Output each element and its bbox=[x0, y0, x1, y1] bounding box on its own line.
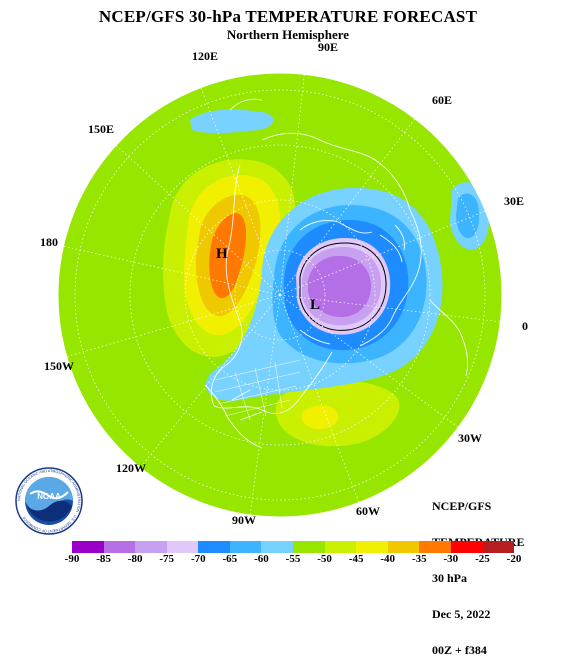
colorbar-tick-label: -20 bbox=[506, 553, 522, 565]
colorbar-tick-label: -55 bbox=[285, 553, 301, 565]
lon-label-150w: 150W bbox=[44, 359, 74, 373]
cold-patch-north bbox=[190, 109, 274, 134]
colorbar-segment bbox=[103, 541, 136, 553]
colorbar-ticks: -90 -85 -80 -75 -70 -65 -60 -55 -50 -45 -40 -35 -30 -… bbox=[62, 553, 522, 567]
colorbar-tick-label: -85 bbox=[96, 553, 111, 565]
colorbar-tick-label: -45 bbox=[348, 553, 364, 565]
lon-label-150e: 150E bbox=[88, 122, 114, 136]
map-subtitle: Northern Hemisphere bbox=[226, 27, 350, 42]
colorbar-tick-label: -60 bbox=[254, 553, 269, 565]
colorbar-tick-label: -65 bbox=[222, 553, 238, 565]
low-center-label: L bbox=[310, 297, 320, 313]
colorbar-tick-label: -25 bbox=[475, 553, 490, 565]
na-grid bbox=[214, 359, 301, 421]
high-center-label: H bbox=[216, 246, 228, 262]
polar-temperature-map: H L 90E 120E 60E 150E 30E 180 0 150W 30W… bbox=[40, 40, 528, 527]
hemisphere-boundary bbox=[57, 72, 503, 518]
lon-label-30e: 30E bbox=[504, 194, 524, 208]
cold-patch-east-inner bbox=[456, 193, 480, 239]
temperature-field bbox=[58, 73, 502, 517]
lon-label-30w: 30W bbox=[458, 431, 482, 445]
colorbar-tick-label: -30 bbox=[443, 553, 459, 565]
noaa-logo-text: NOAA bbox=[37, 492, 61, 501]
colorbar-segment bbox=[229, 541, 262, 553]
warm-region-35 bbox=[209, 213, 247, 299]
colorbar-segment bbox=[198, 541, 230, 553]
temperature-colorbar bbox=[72, 541, 515, 553]
lon-label-90w: 90W bbox=[232, 513, 256, 527]
colorbar-segment bbox=[450, 541, 483, 553]
colorbar-segment bbox=[293, 541, 325, 553]
colorbar-segment bbox=[356, 541, 388, 553]
info-line-date: Dec 5, 2022 bbox=[432, 607, 491, 621]
warm-region-atlantic bbox=[275, 380, 400, 447]
vortex-85 bbox=[308, 255, 371, 318]
lon-label-180: 180 bbox=[40, 235, 58, 249]
lon-label-120e: 120E bbox=[192, 49, 218, 63]
map-title: NCEP/GFS 30-hPa TEMPERATURE FORECAST bbox=[98, 7, 478, 26]
lon-label-60w: 60W bbox=[356, 504, 380, 518]
forecast-info: NCEP/GFS TEMPERATURE 30 hPa Dec 5, 2022 … bbox=[432, 476, 524, 668]
lon-label-60e: 60E bbox=[432, 93, 452, 107]
colorbar-tick-label: -50 bbox=[317, 553, 332, 565]
info-line-level: 30 hPa bbox=[432, 571, 468, 585]
colorbar-segment bbox=[387, 541, 420, 553]
info-line-model: NCEP/GFS bbox=[432, 499, 492, 513]
colorbar-segment bbox=[324, 541, 357, 553]
colorbar-segment bbox=[166, 541, 199, 553]
colorbar-tick-label: -70 bbox=[190, 553, 206, 565]
graticule bbox=[58, 73, 502, 516]
lon-label-90e: 90E bbox=[318, 40, 338, 54]
noaa-logo: NOAA NATIONAL OCEANIC AND ATMOSPHERIC AD… bbox=[15, 467, 83, 535]
colorbar-tick-label: -75 bbox=[159, 553, 175, 565]
colorbar-segment bbox=[419, 541, 451, 553]
colorbar-tick-label: -40 bbox=[380, 553, 396, 565]
colorbar-tick-label: -80 bbox=[127, 553, 143, 565]
colorbar-tick-label: -35 bbox=[411, 553, 427, 565]
colorbar-segment bbox=[482, 541, 515, 553]
colorbar-segment bbox=[261, 541, 294, 553]
lon-label-0: 0 bbox=[522, 319, 528, 333]
colorbar-tick-label: -90 bbox=[64, 553, 80, 565]
lon-label-120w: 120W bbox=[116, 461, 146, 475]
coastlines bbox=[204, 98, 469, 449]
colorbar-segment bbox=[135, 541, 167, 553]
info-line-cycle: 00Z + f384 bbox=[432, 643, 487, 657]
colorbar-segment bbox=[72, 541, 104, 553]
